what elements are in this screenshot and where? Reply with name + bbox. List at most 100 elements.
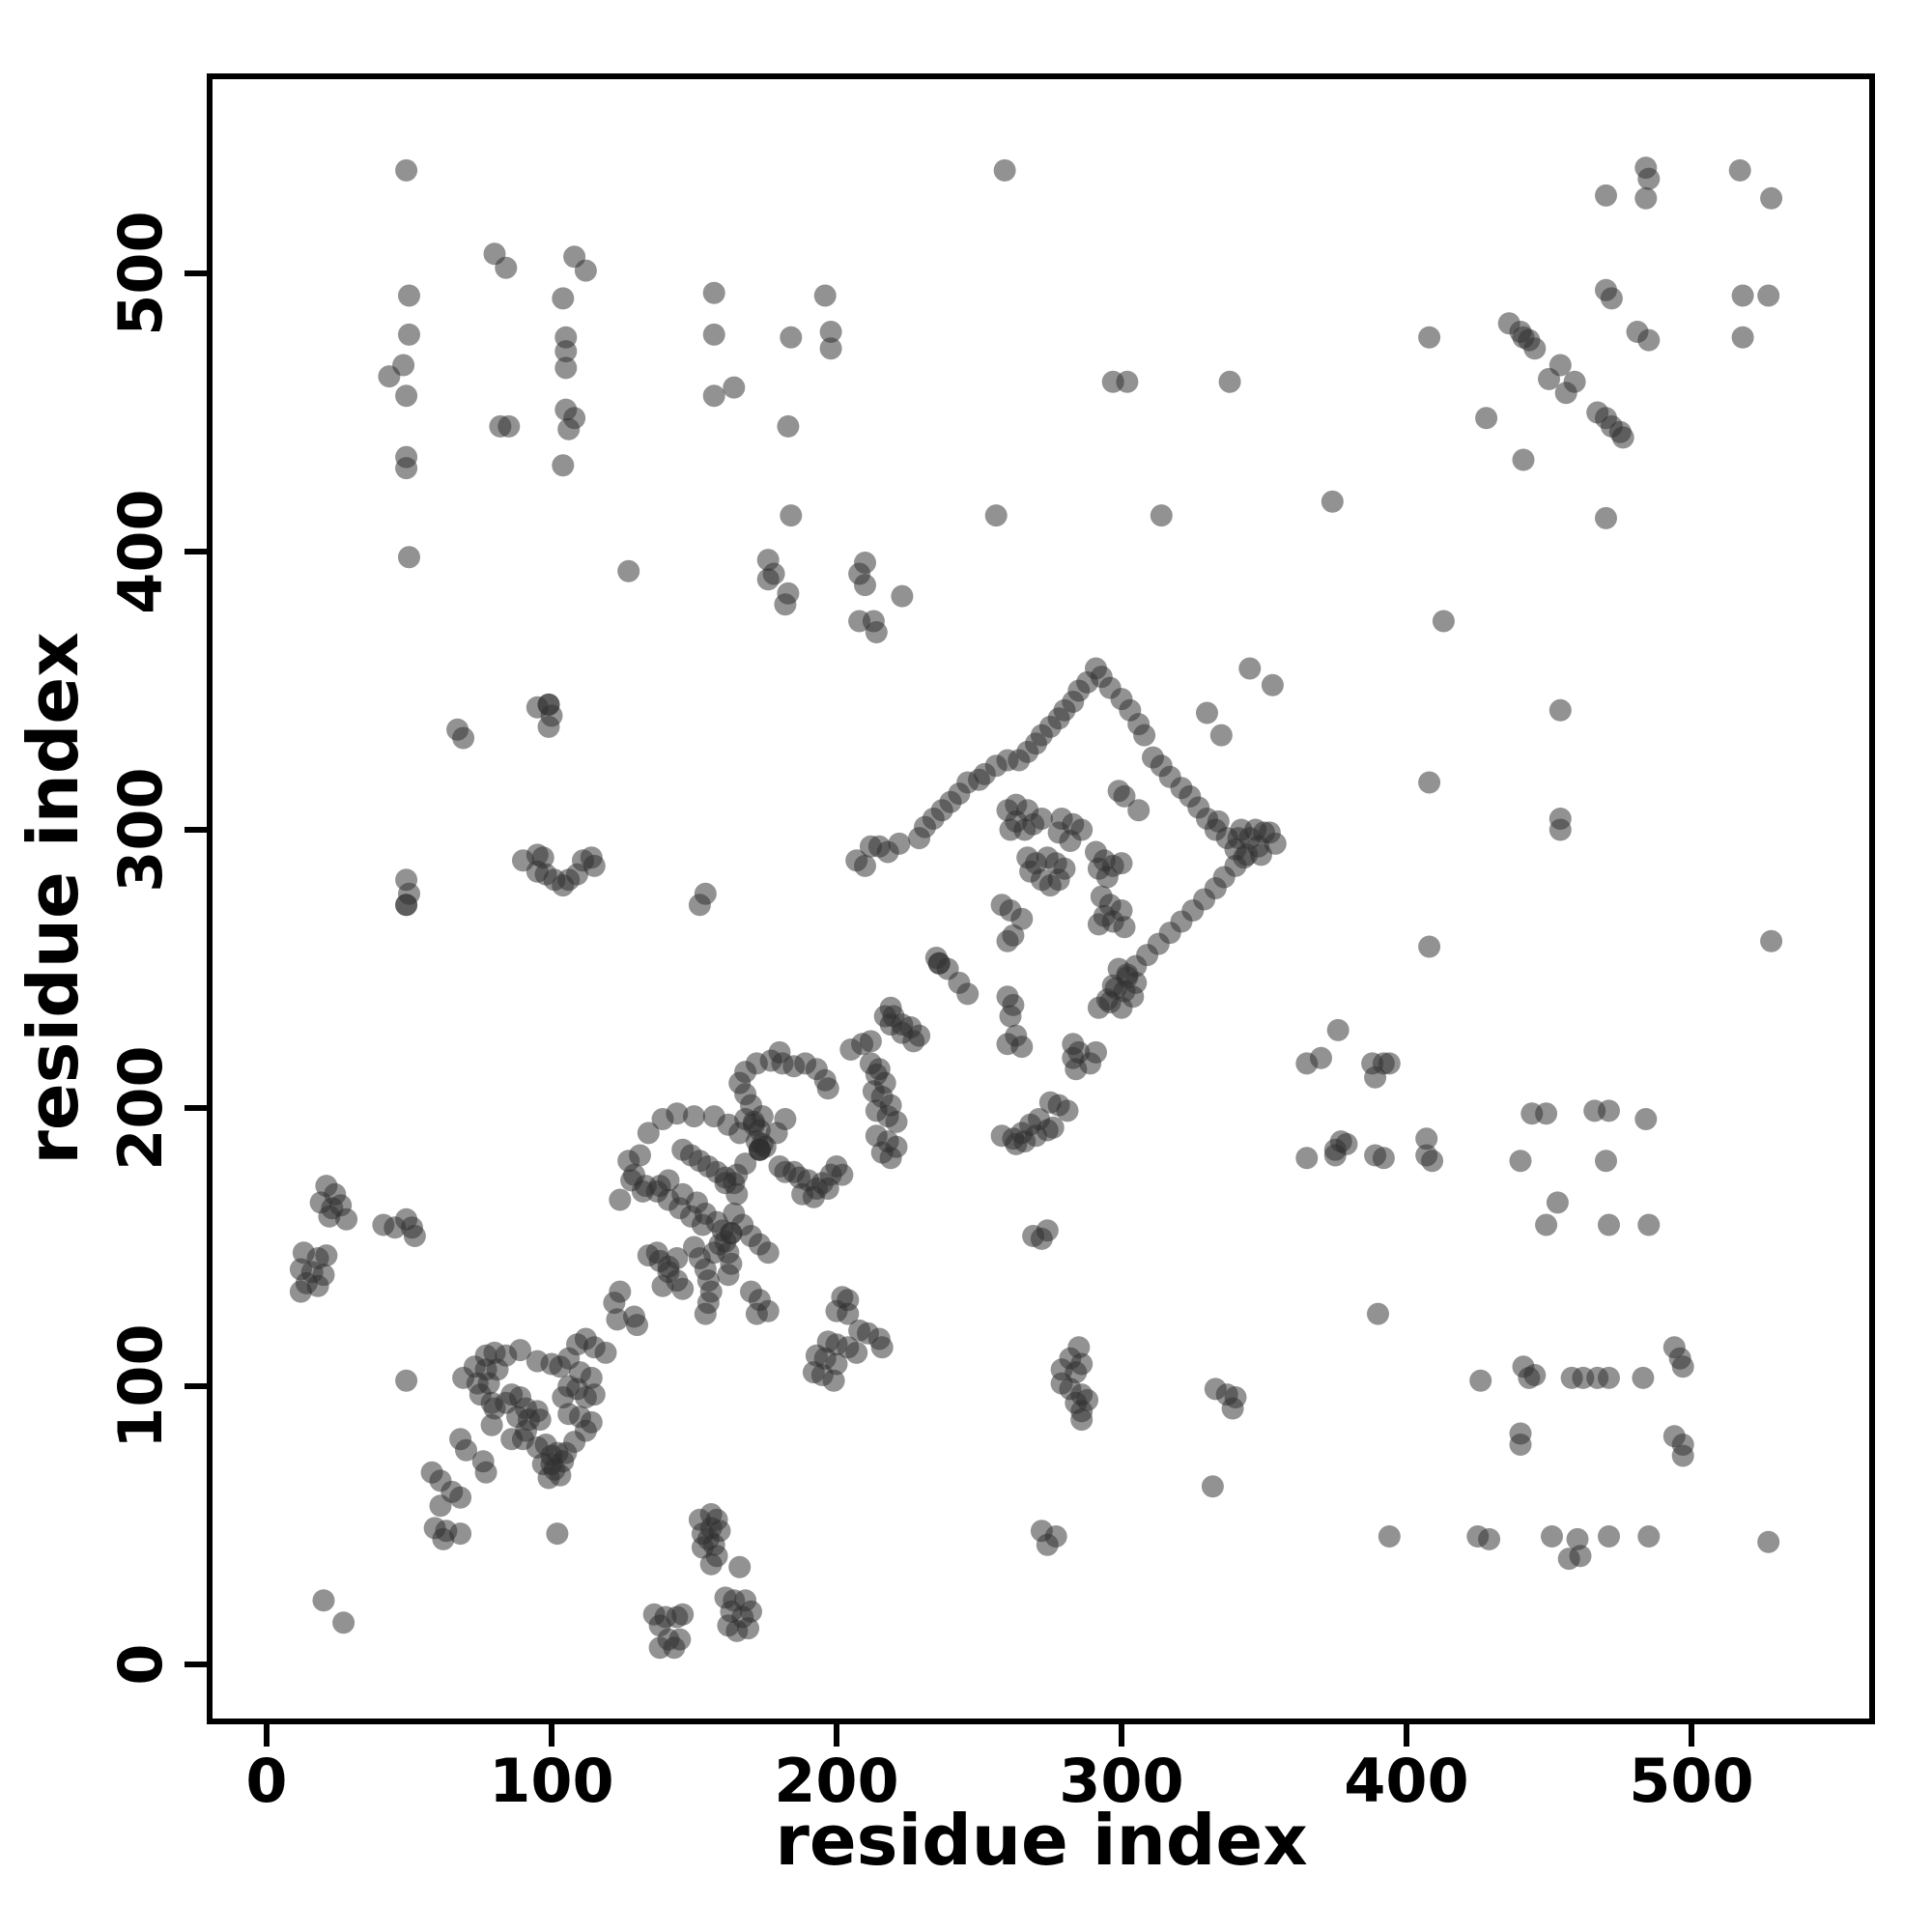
y-tick-label-0: 0 bbox=[105, 1643, 176, 1685]
data-point bbox=[816, 1077, 839, 1100]
data-point bbox=[378, 365, 401, 388]
data-point bbox=[1218, 370, 1241, 393]
x-tick-label-100: 100 bbox=[489, 1746, 613, 1816]
data-point bbox=[1113, 784, 1136, 808]
data-point bbox=[837, 1302, 860, 1325]
data-point bbox=[854, 574, 876, 597]
data-point bbox=[1598, 1366, 1620, 1389]
data-point bbox=[1030, 808, 1053, 830]
data-point bbox=[1095, 866, 1119, 889]
data-point bbox=[315, 1244, 338, 1267]
data-point bbox=[780, 504, 803, 527]
data-point bbox=[449, 1522, 472, 1546]
data-point bbox=[1634, 186, 1658, 210]
data-point bbox=[756, 1241, 780, 1264]
data-point bbox=[688, 894, 711, 917]
data-point bbox=[705, 1508, 728, 1531]
data-point bbox=[1598, 1213, 1620, 1236]
data-point bbox=[1378, 1525, 1401, 1548]
data-point bbox=[1196, 701, 1218, 724]
data-point bbox=[557, 1403, 581, 1426]
data-point bbox=[1127, 799, 1151, 822]
data-point bbox=[594, 1341, 617, 1364]
data-point bbox=[908, 827, 931, 850]
data-point bbox=[1133, 724, 1156, 747]
data-point bbox=[429, 1494, 452, 1518]
data-point bbox=[984, 504, 1008, 527]
data-point bbox=[1041, 1116, 1065, 1139]
data-point bbox=[1372, 1147, 1395, 1170]
data-point bbox=[956, 982, 980, 1006]
data-point bbox=[1201, 1475, 1224, 1498]
data-point bbox=[546, 1522, 569, 1546]
x-tick-label-200: 200 bbox=[774, 1746, 898, 1816]
data-point bbox=[332, 1611, 355, 1634]
data-point bbox=[702, 323, 725, 346]
data-point bbox=[1036, 1219, 1059, 1242]
data-point bbox=[497, 414, 521, 438]
data-point bbox=[1611, 426, 1634, 449]
data-point bbox=[1598, 1099, 1620, 1122]
data-point bbox=[671, 1603, 695, 1626]
data-point bbox=[1261, 673, 1284, 696]
y-tick-label-400: 400 bbox=[105, 489, 176, 613]
data-point bbox=[515, 1419, 537, 1442]
data-point bbox=[1056, 1099, 1079, 1122]
data-point bbox=[702, 1241, 725, 1264]
data-point bbox=[1548, 818, 1572, 841]
data-point bbox=[335, 1208, 358, 1231]
data-point bbox=[1731, 284, 1754, 307]
data-point bbox=[395, 457, 418, 480]
data-points-layer bbox=[289, 156, 1783, 1660]
data-point bbox=[306, 1274, 329, 1297]
data-point bbox=[737, 1617, 759, 1640]
data-point bbox=[668, 1628, 692, 1651]
data-point bbox=[1509, 1434, 1532, 1456]
data-point bbox=[1546, 1191, 1569, 1214]
data-point bbox=[1364, 1065, 1387, 1089]
y-tick-label-100: 100 bbox=[105, 1323, 176, 1448]
data-point bbox=[452, 726, 475, 750]
data-point bbox=[1469, 1369, 1492, 1392]
data-point bbox=[996, 929, 1019, 952]
data-point bbox=[1634, 1108, 1658, 1130]
data-point bbox=[1253, 821, 1275, 844]
data-point bbox=[1760, 929, 1783, 952]
data-point bbox=[1221, 1397, 1244, 1420]
y-axis-title: residue index bbox=[13, 632, 94, 1164]
data-point bbox=[603, 1292, 626, 1315]
data-point bbox=[1475, 407, 1498, 430]
data-point bbox=[398, 284, 420, 307]
data-point bbox=[728, 1555, 752, 1578]
data-point bbox=[657, 1169, 680, 1192]
data-point bbox=[777, 414, 800, 438]
data-point bbox=[1310, 1046, 1332, 1069]
data-point bbox=[1538, 367, 1560, 390]
data-point bbox=[1757, 284, 1780, 307]
data-point bbox=[1065, 1058, 1088, 1081]
data-point bbox=[780, 326, 803, 349]
data-point bbox=[774, 593, 797, 616]
data-point bbox=[557, 417, 581, 440]
data-point bbox=[395, 1369, 418, 1392]
data-point bbox=[1418, 935, 1441, 958]
data-point bbox=[552, 287, 575, 310]
data-point bbox=[1600, 287, 1623, 310]
data-point bbox=[1421, 1150, 1444, 1173]
data-point bbox=[626, 1314, 648, 1337]
data-point bbox=[723, 376, 746, 399]
data-point bbox=[1207, 810, 1230, 833]
data-point bbox=[859, 1030, 882, 1053]
data-point bbox=[1548, 698, 1572, 722]
data-point bbox=[495, 256, 518, 279]
x-axis-title: residue index bbox=[775, 1800, 1307, 1881]
data-point bbox=[1595, 1150, 1617, 1173]
data-point bbox=[1566, 1527, 1589, 1550]
data-point bbox=[1569, 1545, 1592, 1568]
data-point bbox=[699, 1552, 723, 1576]
data-point bbox=[648, 1636, 671, 1660]
data-point bbox=[1541, 1525, 1563, 1548]
data-point bbox=[509, 1339, 531, 1362]
data-point bbox=[993, 158, 1016, 182]
